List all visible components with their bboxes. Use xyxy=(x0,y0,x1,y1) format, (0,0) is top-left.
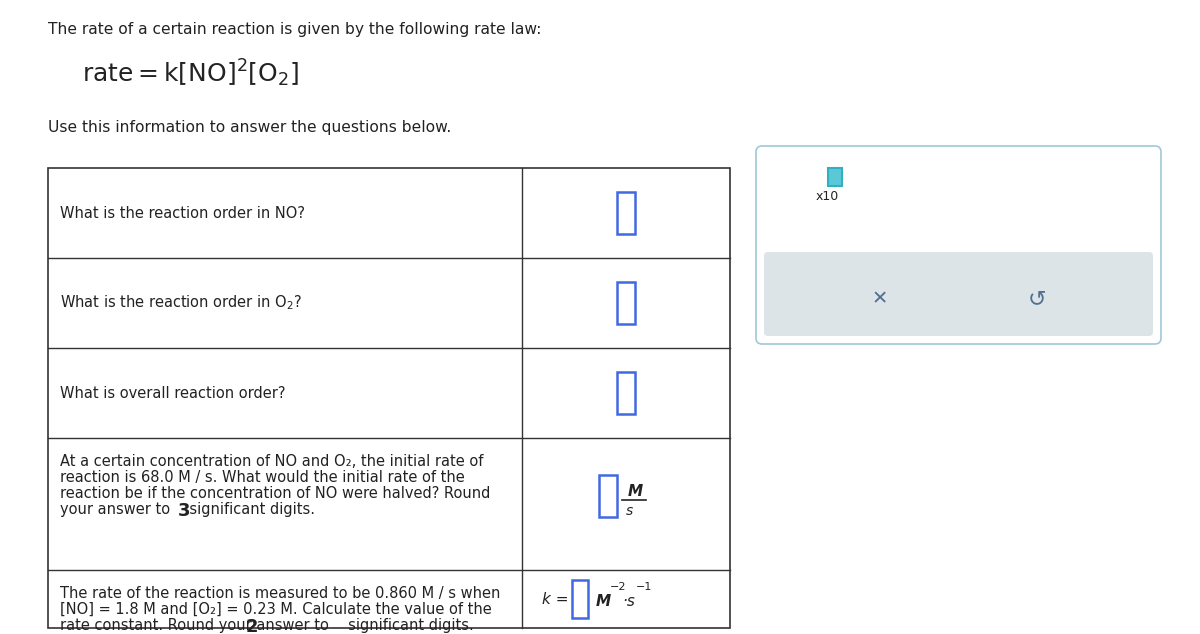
Text: At a certain concentration of NO and O₂, the initial rate of: At a certain concentration of NO and O₂,… xyxy=(60,454,484,469)
Text: x10: x10 xyxy=(816,190,839,202)
Text: 2: 2 xyxy=(246,618,258,634)
Text: k =: k = xyxy=(542,592,574,607)
Text: The rate of a certain reaction is given by the following rate law:: The rate of a certain reaction is given … xyxy=(48,22,541,37)
Bar xyxy=(617,282,635,324)
Text: −2: −2 xyxy=(610,582,626,592)
Text: 3: 3 xyxy=(178,502,191,520)
Text: The rate of the reaction is measured to be 0.860 M / s when: The rate of the reaction is measured to … xyxy=(60,586,500,601)
Bar xyxy=(787,172,809,208)
Bar xyxy=(599,475,617,517)
FancyBboxPatch shape xyxy=(764,252,1153,336)
Bar xyxy=(48,168,730,628)
Text: [NO] = 1.8 M and [O₂] = 0.23 M. Calculate the value of the: [NO] = 1.8 M and [O₂] = 0.23 M. Calculat… xyxy=(60,602,492,617)
Text: reaction is 68.0 M / s. What would the initial rate of the: reaction is 68.0 M / s. What would the i… xyxy=(60,470,464,485)
Text: reaction be if the concentration of NO were halved? Round: reaction be if the concentration of NO w… xyxy=(60,486,491,501)
Text: rate constant. Round your answer to  significant digits.: rate constant. Round your answer to sign… xyxy=(60,618,474,633)
Text: s: s xyxy=(626,504,634,518)
Text: M: M xyxy=(628,484,643,499)
Text: −1: −1 xyxy=(636,582,653,592)
Text: What is the reaction order in NO?: What is the reaction order in NO? xyxy=(60,205,305,221)
Bar xyxy=(828,168,842,186)
Bar xyxy=(572,580,588,618)
FancyBboxPatch shape xyxy=(756,146,1162,344)
Text: $\mathrm{rate = k\left[NO\right]^{2}\left[O_{2}\right]}$: $\mathrm{rate = k\left[NO\right]^{2}\lef… xyxy=(82,58,299,89)
Text: your answer to  significant digits.: your answer to significant digits. xyxy=(60,502,314,517)
Text: ↺: ↺ xyxy=(1027,289,1046,309)
Text: What is overall reaction order?: What is overall reaction order? xyxy=(60,385,286,401)
Text: Use this information to answer the questions below.: Use this information to answer the quest… xyxy=(48,120,451,135)
Text: ✕: ✕ xyxy=(871,290,888,309)
Text: ·s: ·s xyxy=(622,593,635,609)
Bar xyxy=(617,372,635,414)
Bar xyxy=(617,192,635,234)
Text: What is the reaction order in O$_2$?: What is the reaction order in O$_2$? xyxy=(60,294,302,313)
Text: M: M xyxy=(596,593,611,609)
